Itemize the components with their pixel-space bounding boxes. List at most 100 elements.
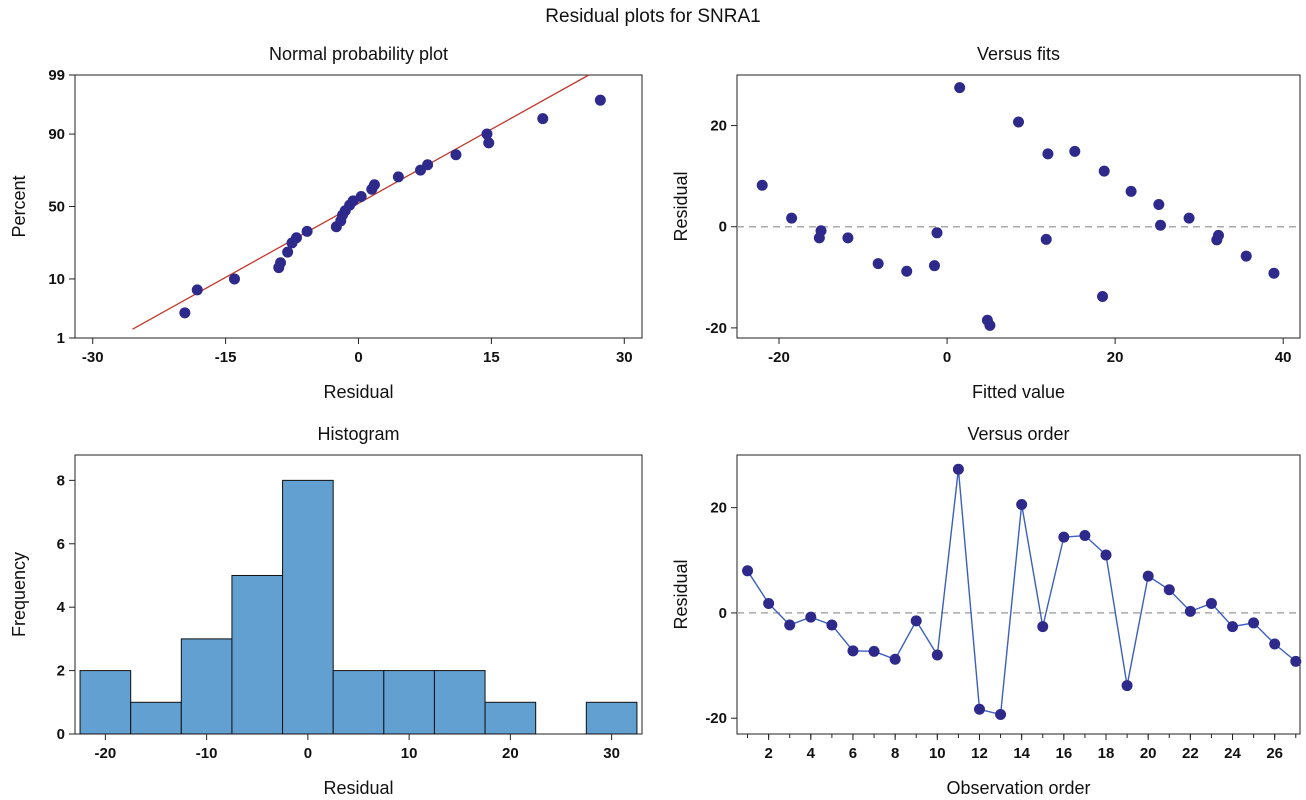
hist-bar [231,574,284,735]
order-xtick-label: 2 [764,745,772,762]
normal-point [450,149,462,161]
order-point [1079,530,1091,542]
fits-ytick-label: 20 [710,118,727,135]
fits-xlabel: Fitted value [972,382,1065,402]
normal-ylabel: Percent [9,175,29,237]
order-point [1037,621,1049,633]
fits-point [1069,145,1081,157]
hist-bar [282,479,334,735]
fits-point [901,265,913,277]
normal-xtick-label: -30 [82,349,104,366]
order-xtick-label: 10 [929,745,946,762]
order-ylabel: Residual [671,559,691,629]
order-point [1205,597,1217,609]
fits-ytick-label: 0 [719,219,727,236]
order-title: Versus order [967,424,1069,444]
normal-fit-line [132,74,590,330]
fits-xtick-label: 0 [943,349,951,366]
fits-point [1125,185,1137,197]
normal-ytick-label: 10 [48,271,65,288]
order-point [1269,638,1281,650]
order-point [1163,584,1175,596]
fits-point [756,179,768,191]
normal-point [301,225,313,237]
order-ytick-label: 20 [710,500,727,517]
order-point [1016,498,1028,510]
order-point [1290,655,1302,667]
fits-point [872,258,884,270]
fits-point [984,319,996,331]
normal-xtick-label: 0 [354,349,362,366]
order-xtick-label: 6 [849,745,857,762]
order-point [742,565,754,577]
order-point [973,703,985,715]
figure-title: Residual plots for SNRA1 [545,6,761,27]
normal-ytick-label: 99 [48,67,65,84]
normal-plot-frame [74,74,643,339]
order-point [868,645,880,657]
fits-plot-frame [736,74,1301,339]
normal-title: Normal probability plot [269,44,448,64]
normal-xtick-label: -15 [215,349,237,366]
order-point [1058,531,1070,543]
fits-point [1098,165,1110,177]
fits-point [1153,198,1165,210]
fits-point [1268,267,1280,279]
fits-point [954,82,966,94]
order-xtick-label: 18 [1098,745,1115,762]
fits-xtick-label: 40 [1275,349,1292,366]
fits-point [1240,250,1252,262]
hist-ytick-label: 0 [57,726,65,743]
hist-ylabel: Frequency [9,552,29,637]
hist-bar [585,701,638,735]
order-point [995,709,1007,721]
fits-point [1183,212,1195,224]
order-point [1227,621,1239,633]
fits-point [931,227,943,239]
hist-bar [433,670,486,735]
fits-point [1097,291,1109,303]
fits-point [786,212,798,224]
order-point [1142,570,1154,582]
order-xtick-label: 16 [1055,745,1072,762]
normal-point [282,246,294,258]
hist-xtick-label: -20 [95,745,117,762]
normal-point [483,137,495,149]
hist-xtick-label: 20 [502,745,519,762]
hist-title: Histogram [317,424,399,444]
order-point [784,619,796,631]
hist-xlabel: Residual [323,778,393,798]
normal-point [368,179,380,191]
normal-point [537,113,549,125]
order-xtick-label: 8 [891,745,899,762]
normal-point [179,307,191,319]
order-point [763,597,775,609]
order-point [910,615,922,627]
fits-title: Versus fits [977,44,1060,64]
hist-xtick-label: 10 [401,745,418,762]
order-xtick-label: 22 [1182,745,1199,762]
hist-ytick-label: 8 [57,472,65,489]
hist-bar [383,670,435,735]
fits-ytick-label: -20 [705,320,727,337]
normal-ytick-label: 50 [48,199,65,216]
order-point [1184,605,1196,617]
order-ytick-label: 0 [719,605,727,622]
hist-ytick-label: 6 [57,536,65,553]
order-point [952,463,964,475]
order-xtick-label: 26 [1266,745,1283,762]
hist-ytick-label: 2 [57,663,65,680]
normal-xlabel: Residual [323,382,393,402]
order-xtick-label: 4 [807,745,816,762]
hist-bar [180,638,233,735]
fits-point [842,232,854,244]
fits-ylabel: Residual [671,171,691,241]
normal-point [481,128,493,140]
order-point [847,645,859,657]
order-xlabel: Observation order [946,778,1090,798]
hist-bar [484,701,537,735]
hist-ytick-label: 4 [57,599,66,616]
order-xtick-label: 12 [971,745,988,762]
normal-point [392,171,404,183]
